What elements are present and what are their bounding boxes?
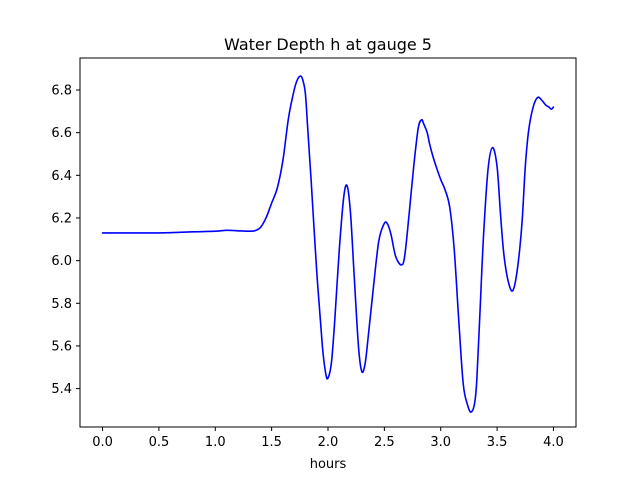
x-tick-label: 2.5 [374,435,395,450]
x-tick-label: 4.0 [543,435,564,450]
x-tick-label: 1.5 [261,435,282,450]
x-tick-label: 0.5 [149,435,170,450]
x-axis-label: hours [310,457,347,472]
y-tick-label: 5.6 [51,339,72,354]
x-tick-label: 3.0 [430,435,451,450]
y-tick-label: 5.4 [51,382,72,397]
y-tick-label: 6.2 [51,211,72,226]
plot-area [101,75,555,413]
chart-title: Water Depth h at gauge 5 [224,35,432,54]
x-axis: 0.0 0.5 1.0 1.5 2.0 2.5 3.0 3.5 4.0 [92,427,564,450]
x-tick-label: 1.0 [205,435,226,450]
y-tick-label: 6.6 [51,126,72,141]
y-tick-label: 6.8 [51,83,72,98]
series-line-0 [101,75,555,413]
y-tick-label: 6.4 [51,169,72,184]
x-tick-label: 2.0 [318,435,339,450]
y-tick-label: 6.0 [51,254,72,269]
x-tick-label: 3.5 [487,435,508,450]
y-axis: 5.4 5.6 5.8 6.0 6.2 6.4 6.6 6.8 [51,83,80,397]
y-tick-label: 5.8 [51,297,72,312]
x-tick-label: 0.0 [92,435,113,450]
